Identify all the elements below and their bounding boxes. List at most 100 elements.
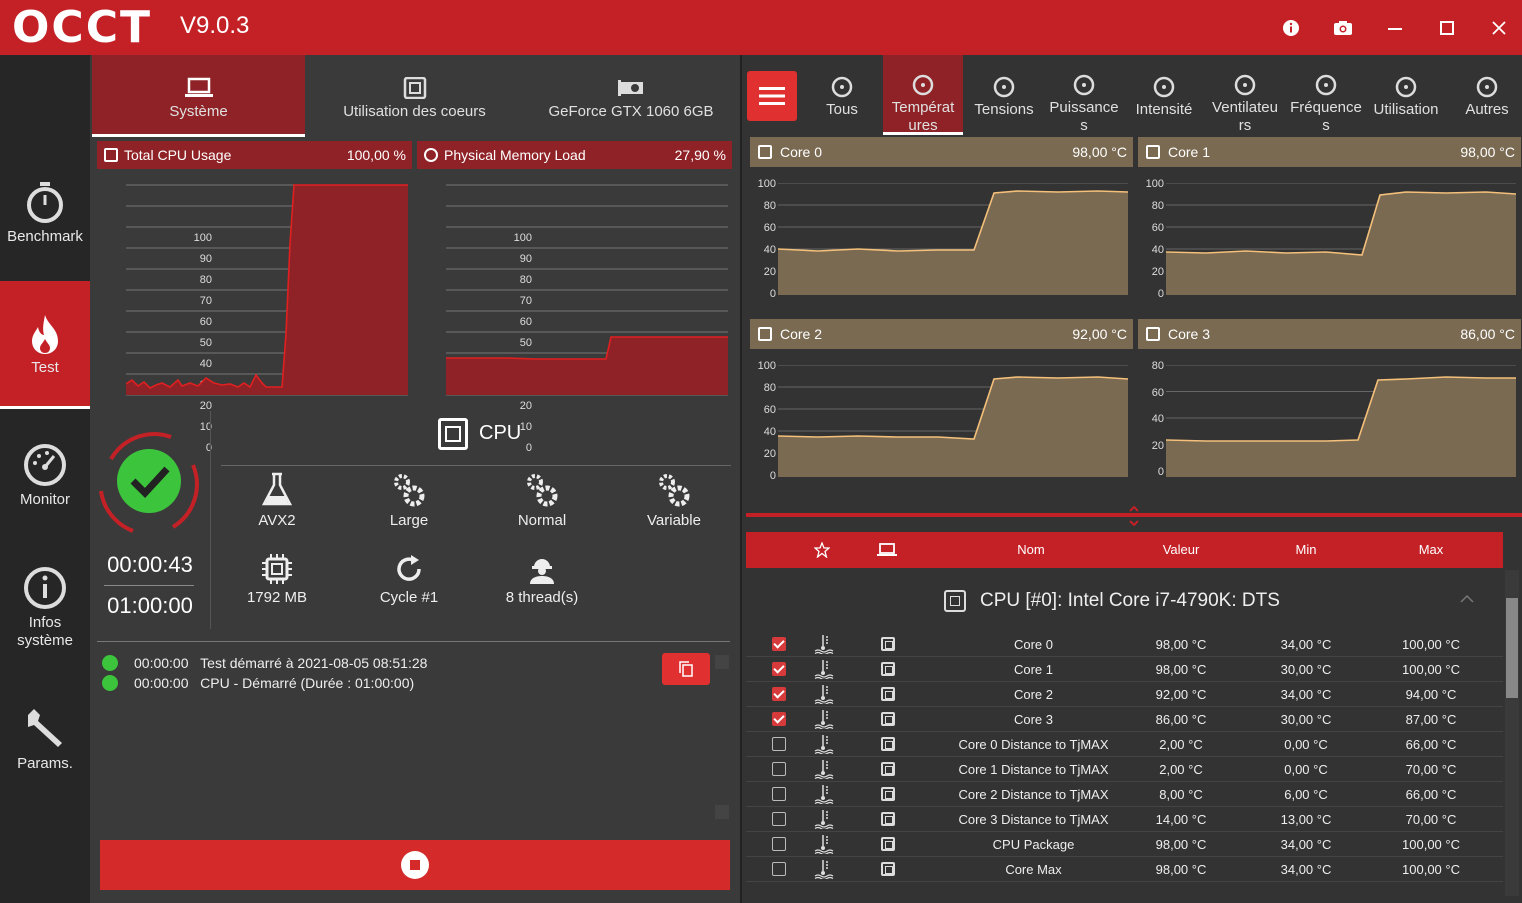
cpu-chip-icon[interactable] [881, 812, 895, 826]
tab-tous[interactable]: Tous [802, 55, 882, 135]
scroll-up-icon[interactable] [715, 655, 729, 669]
active-indicator [883, 132, 963, 135]
cell-min: 30,00 °C [1280, 662, 1332, 677]
scrollbar-thumb[interactable] [1506, 598, 1518, 698]
row-checkbox[interactable] [772, 662, 786, 676]
nav-label: Infos système [17, 614, 73, 649]
table-row[interactable]: Core 2 92,00 °C 34,00 °C 94,00 °C [746, 682, 1503, 707]
y-tick: 80 [1151, 200, 1164, 212]
thermometer-icon[interactable] [814, 709, 834, 729]
cpu-chip-icon[interactable] [881, 837, 895, 851]
cpu-chip-icon[interactable] [881, 862, 895, 876]
cell-min: 34,00 °C [1280, 862, 1332, 877]
row-checkbox[interactable] [772, 862, 786, 876]
table-row[interactable]: Core 2 Distance to TjMAX 8,00 °C 6,00 °C 66… [746, 782, 1503, 807]
column-name[interactable]: Nom [1017, 542, 1045, 557]
thermometer-icon[interactable] [814, 734, 834, 754]
row-checkbox[interactable] [772, 837, 786, 851]
thermometer-icon[interactable] [814, 809, 834, 829]
cell-value: 86,00 °C [1155, 712, 1207, 727]
tab-fréquences[interactable]: Fréquence s [1286, 55, 1366, 135]
close-icon[interactable] [1485, 14, 1513, 42]
tab-systeme[interactable]: Système [92, 55, 305, 137]
thermometer-icon[interactable] [814, 659, 834, 679]
cpu-usage-header: Total CPU Usage 100,00 % [97, 141, 412, 169]
y-tick: 90 [199, 253, 212, 265]
nav-infos-systeme[interactable]: Infos système [0, 566, 90, 650]
cell-value: 98,00 °C [1155, 862, 1207, 877]
thermometer-icon[interactable] [814, 634, 834, 654]
table-row[interactable]: Core Max 98,00 °C 34,00 °C 100,00 °C [746, 857, 1503, 882]
star-icon[interactable] [814, 542, 830, 558]
tab-label: Tensions [974, 101, 1034, 118]
core-name: Core 2 [780, 326, 823, 342]
scroll-down-icon[interactable] [715, 805, 729, 819]
nav-benchmark[interactable]: Benchmark [0, 180, 90, 245]
core-temperature-plot [778, 365, 1128, 477]
tab-tensions[interactable]: Tensions [964, 55, 1044, 135]
minimize-icon[interactable] [1381, 14, 1409, 42]
cpu-chip-icon[interactable] [881, 637, 895, 651]
nav-params[interactable]: Params. [0, 705, 90, 772]
table-row[interactable]: Core 3 86,00 °C 30,00 °C 87,00 °C [746, 707, 1503, 732]
laptop-icon[interactable] [877, 543, 897, 557]
info-icon[interactable] [1277, 14, 1305, 42]
thermometer-icon[interactable] [814, 784, 834, 804]
tab-puissances[interactable]: Puissance s [1044, 55, 1124, 135]
row-checkbox[interactable] [772, 637, 786, 651]
cpu-chip-icon[interactable] [881, 762, 895, 776]
splitter-handle-icon[interactable] [1128, 505, 1140, 527]
copy-log-button[interactable] [662, 653, 710, 685]
stop-test-button[interactable] [100, 840, 730, 890]
cpu-chip-icon[interactable] [881, 712, 895, 726]
column-max[interactable]: Max [1418, 542, 1444, 557]
row-checkbox[interactable] [772, 712, 786, 726]
tab-label: Ventilateu [1212, 99, 1278, 116]
cpu-chip-icon[interactable] [881, 687, 895, 701]
tab-label: Utilisation des coeurs [343, 103, 486, 120]
table-row[interactable]: Core 1 98,00 °C 30,00 °C 100,00 °C [746, 657, 1503, 682]
flame-icon [32, 315, 58, 354]
table-row[interactable]: Core 1 Distance to TjMAX 2,00 °C 0,00 °C 70… [746, 757, 1503, 782]
chip-icon [262, 554, 292, 584]
nav-monitor[interactable]: Monitor [0, 443, 90, 508]
cell-min: 30,00 °C [1280, 712, 1332, 727]
cpu-chip-icon[interactable] [881, 662, 895, 676]
row-checkbox[interactable] [772, 762, 786, 776]
thermometer-icon[interactable] [814, 759, 834, 779]
tab-ventilateurs[interactable]: Ventilateu rs [1205, 55, 1285, 135]
column-min[interactable]: Min [1295, 542, 1317, 557]
tab-autres[interactable]: Autres [1447, 55, 1522, 135]
tab-températures[interactable]: Températ ures [883, 55, 963, 135]
table-scrollbar[interactable] [1505, 570, 1519, 896]
row-checkbox[interactable] [772, 737, 786, 751]
tab-intensité[interactable]: Intensité [1124, 55, 1204, 135]
splitter[interactable] [746, 513, 1522, 517]
cell-min: 6,00 °C [1284, 787, 1328, 802]
tab-utilisation[interactable]: Utilisation [1366, 55, 1446, 135]
core-temperature-plot [1166, 183, 1516, 295]
table-row[interactable]: CPU Package 98,00 °C 34,00 °C 100,00 °C [746, 832, 1503, 857]
tab-utilisation-coeurs[interactable]: Utilisation des coeurs [307, 55, 522, 137]
cpu-chip-icon[interactable] [881, 737, 895, 751]
table-row[interactable]: Core 3 Distance to TjMAX 14,00 °C 13,00 °C… [746, 807, 1503, 832]
table-row[interactable]: Core 0 98,00 °C 34,00 °C 100,00 °C [746, 632, 1503, 657]
core-temperature-plot [778, 183, 1128, 295]
camera-icon[interactable] [1329, 14, 1357, 42]
menu-button[interactable] [747, 71, 797, 121]
core-temp-value: 98,00 °C [1072, 144, 1127, 160]
cpu-chip-icon[interactable] [881, 787, 895, 801]
thermometer-icon[interactable] [814, 834, 834, 854]
maximize-icon[interactable] [1433, 14, 1461, 42]
cell-max: 70,00 °C [1405, 812, 1457, 827]
thermometer-icon[interactable] [814, 859, 834, 879]
thermometer-icon[interactable] [814, 684, 834, 704]
row-checkbox[interactable] [772, 812, 786, 826]
row-checkbox[interactable] [772, 787, 786, 801]
collapse-icon[interactable] [1460, 594, 1474, 604]
column-value[interactable]: Valeur [1162, 542, 1200, 557]
row-checkbox[interactable] [772, 687, 786, 701]
tab-gpu[interactable]: GeForce GTX 1060 6GB [522, 55, 740, 137]
table-row[interactable]: Core 0 Distance to TjMAX 2,00 °C 0,00 °C 66… [746, 732, 1503, 757]
nav-test[interactable]: Test [0, 281, 90, 409]
